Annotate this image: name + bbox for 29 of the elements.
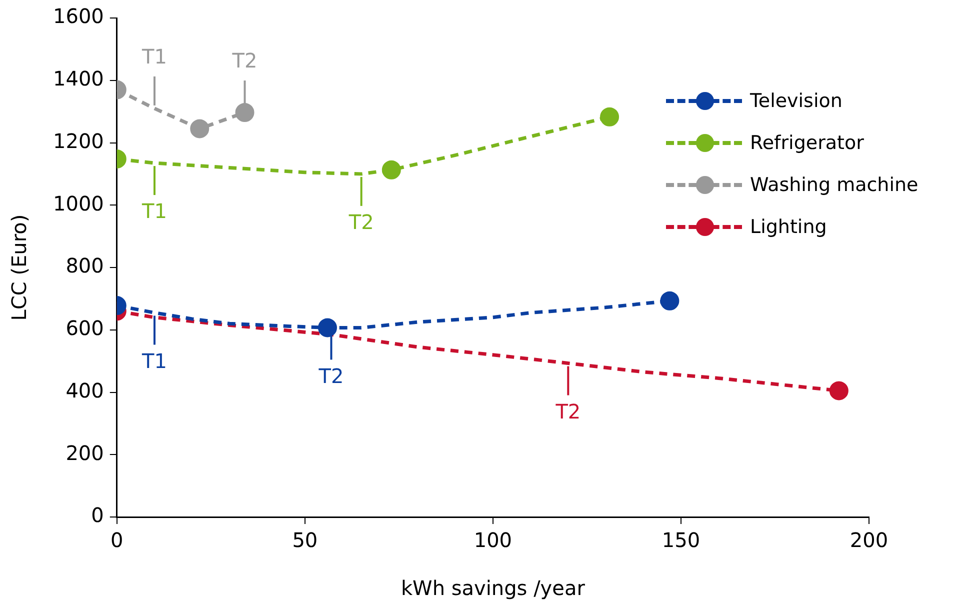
legend-label: Washing machine (750, 174, 918, 196)
annotation: T2 (318, 364, 344, 388)
x-tick-label: 150 (662, 528, 700, 552)
y-tick-label: 1600 (52, 4, 104, 28)
annotation: T1 (141, 348, 167, 373)
y-tick-label: 800 (66, 254, 104, 278)
legend-label: Lighting (750, 216, 827, 238)
y-tick-label: 1000 (52, 191, 104, 216)
x-axis-title: kWh savings /year (400, 576, 586, 600)
y-tick-label: 0 (91, 503, 104, 528)
point (600, 107, 620, 126)
x-tick-label: 0 (110, 528, 124, 552)
y-axis-title: LCC (Euro) (7, 214, 32, 321)
x-tick-label: 200 (850, 528, 888, 552)
y-tick-label: 400 (66, 378, 104, 402)
y-tick-label: 1200 (52, 128, 104, 153)
legend-label: Television (750, 90, 842, 112)
annotation: T2 (348, 210, 374, 234)
annotation: T2 (231, 48, 258, 73)
x-tick-label: 100 (474, 528, 512, 552)
point (660, 291, 680, 310)
annotation: T2 (554, 399, 581, 424)
annotation: T1 (141, 44, 167, 69)
y-tick-label: 600 (66, 316, 104, 340)
y-tick-label: 200 (66, 440, 104, 465)
annotation: T1 (141, 199, 167, 224)
legend-label: Refrigerator (750, 132, 864, 154)
y-tick-label: 1400 (52, 66, 104, 91)
x-tick-label: 50 (292, 528, 318, 552)
